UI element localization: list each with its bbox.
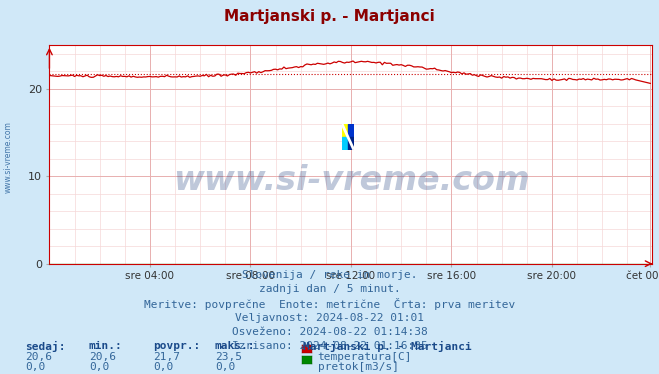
Text: Slovenija / reke in morje.: Slovenija / reke in morje. [242,270,417,280]
Text: temperatura[C]: temperatura[C] [318,352,412,362]
Text: min.:: min.: [89,341,123,351]
Bar [342,137,348,150]
Text: 23,5: 23,5 [215,352,242,362]
Text: 0,0: 0,0 [89,362,109,372]
Text: 20,6: 20,6 [89,352,116,362]
Text: 0,0: 0,0 [25,362,45,372]
Text: pretok[m3/s]: pretok[m3/s] [318,362,399,372]
Bar [348,124,354,137]
Bar [348,137,354,150]
Text: Izrisano: 2024-08-22 01:16:35: Izrisano: 2024-08-22 01:16:35 [231,341,428,351]
Text: 0,0: 0,0 [215,362,235,372]
Text: www.si-vreme.com: www.si-vreme.com [4,121,13,193]
Text: Martjanski p. - Martjanci: Martjanski p. - Martjanci [224,9,435,24]
Text: 20,6: 20,6 [25,352,52,362]
Bar [342,124,348,137]
Text: 0,0: 0,0 [153,362,173,372]
Text: Osveženo: 2024-08-22 01:14:38: Osveženo: 2024-08-22 01:14:38 [231,327,428,337]
Text: sedaj:: sedaj: [25,341,65,352]
Text: zadnji dan / 5 minut.: zadnji dan / 5 minut. [258,284,401,294]
Text: Veljavnost: 2024-08-22 01:01: Veljavnost: 2024-08-22 01:01 [235,313,424,323]
Text: maks.:: maks.: [215,341,255,351]
Text: Meritve: povprečne  Enote: metrične  Črta: prva meritev: Meritve: povprečne Enote: metrične Črta:… [144,298,515,310]
Text: povpr.:: povpr.: [153,341,200,351]
Text: Martjanski p. - Martjanci: Martjanski p. - Martjanci [303,341,472,352]
Text: www.si-vreme.com: www.si-vreme.com [173,164,529,197]
Text: 21,7: 21,7 [153,352,180,362]
